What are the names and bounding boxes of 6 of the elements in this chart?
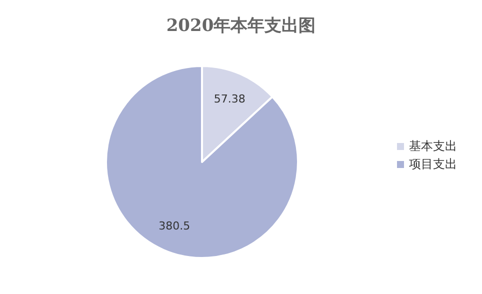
pie-slice <box>105 65 299 259</box>
chart-title: 2020年本年支出图 <box>166 16 316 36</box>
legend-label: 项目支出 <box>409 157 457 171</box>
data-label: 57.38 <box>214 92 246 106</box>
data-label: 380.5 <box>158 219 190 232</box>
legend-label: 基本支出 <box>409 139 457 153</box>
